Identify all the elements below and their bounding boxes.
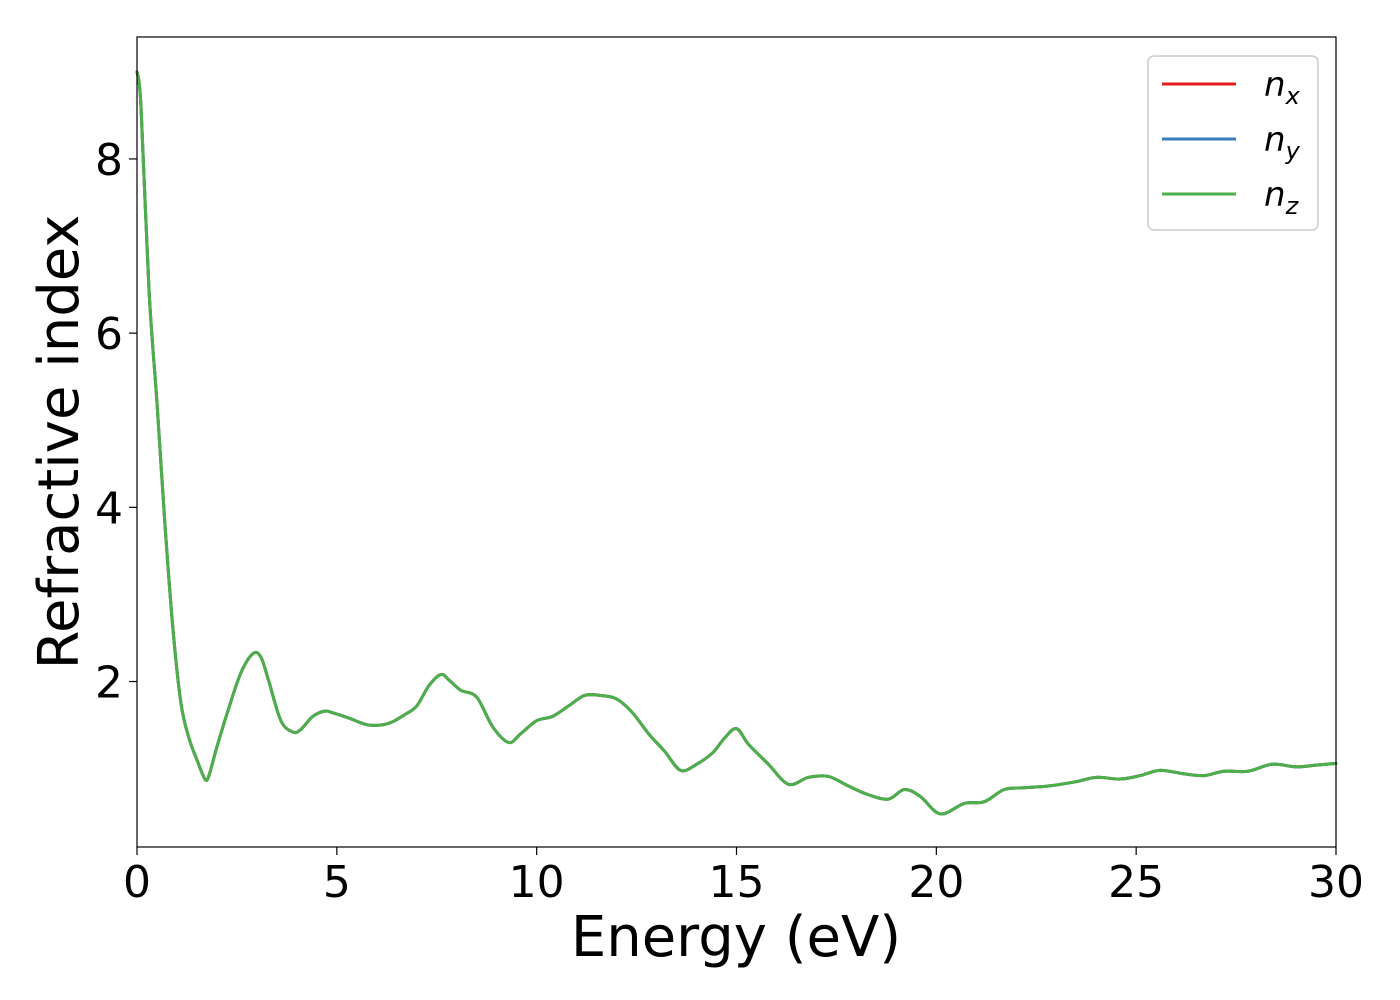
legend: nx ny nz [1147,55,1319,231]
x-axis-ticks: 0 5 10 15 20 25 30 [123,847,1364,908]
y-tick-label: 4 [95,483,123,534]
legend-label-nx: nx [1264,65,1301,110]
x-tick-label: 0 [123,857,151,908]
plot-lines [135,70,1338,816]
y-axis-label: Refractive index [27,215,92,670]
x-tick-label: 15 [709,857,765,908]
x-tick-label: 20 [908,857,964,908]
x-tick-label: 25 [1108,857,1164,908]
legend-label-nz: nz [1264,175,1300,220]
y-tick-label: 8 [95,135,123,186]
y-tick-label: 6 [95,309,123,360]
y-tick-label: 2 [95,658,123,709]
legend-box [1147,55,1319,231]
x-axis-label: Energy (eV) [571,905,901,970]
legend-label-ny: ny [1264,120,1301,165]
x-tick-label: 10 [509,857,565,908]
y-axis-ticks: 2 4 6 8 [95,135,137,709]
series-line-nz [135,70,1338,816]
x-tick-label: 5 [323,857,351,908]
legend-entries: nx ny nz [1162,65,1301,220]
x-tick-label: 30 [1308,857,1364,908]
